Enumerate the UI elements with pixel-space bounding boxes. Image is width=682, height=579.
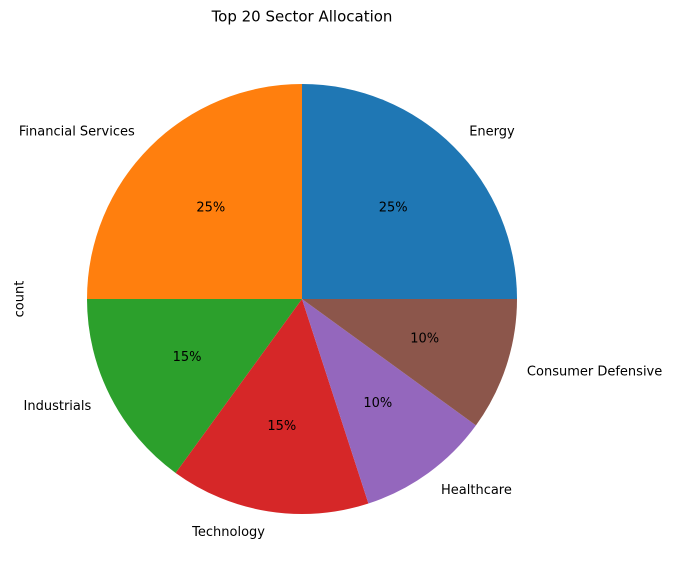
value-label: 10%: [410, 331, 439, 346]
slice-label: Healthcare: [441, 483, 512, 498]
value-label: 10%: [363, 396, 392, 411]
pie-slice: [302, 299, 517, 426]
slice-label: Financial Services: [19, 124, 135, 139]
slice-label: Consumer Defensive: [527, 365, 662, 380]
pie-slice: [302, 299, 476, 504]
value-label: 25%: [379, 200, 408, 215]
pie-slice: [175, 299, 369, 514]
value-label: 15%: [267, 419, 296, 434]
value-label: 15%: [173, 350, 202, 365]
y-axis-label: count: [13, 281, 28, 318]
pie-slice: [302, 84, 517, 299]
pie-slice: [87, 299, 302, 473]
chart-title: Top 20 Sector Allocation: [211, 8, 393, 26]
slice-label: Industrials: [24, 399, 92, 414]
slice-label: Energy: [469, 124, 515, 139]
pie-slice: [87, 84, 302, 299]
slice-label: Technology: [191, 525, 265, 540]
value-label: 25%: [196, 200, 225, 215]
